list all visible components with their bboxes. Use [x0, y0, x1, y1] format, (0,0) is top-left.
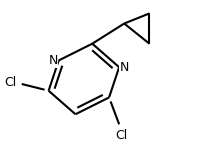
Text: Cl: Cl: [115, 129, 127, 142]
Text: N: N: [120, 61, 129, 74]
Text: Cl: Cl: [5, 76, 17, 89]
Text: N: N: [49, 54, 58, 67]
